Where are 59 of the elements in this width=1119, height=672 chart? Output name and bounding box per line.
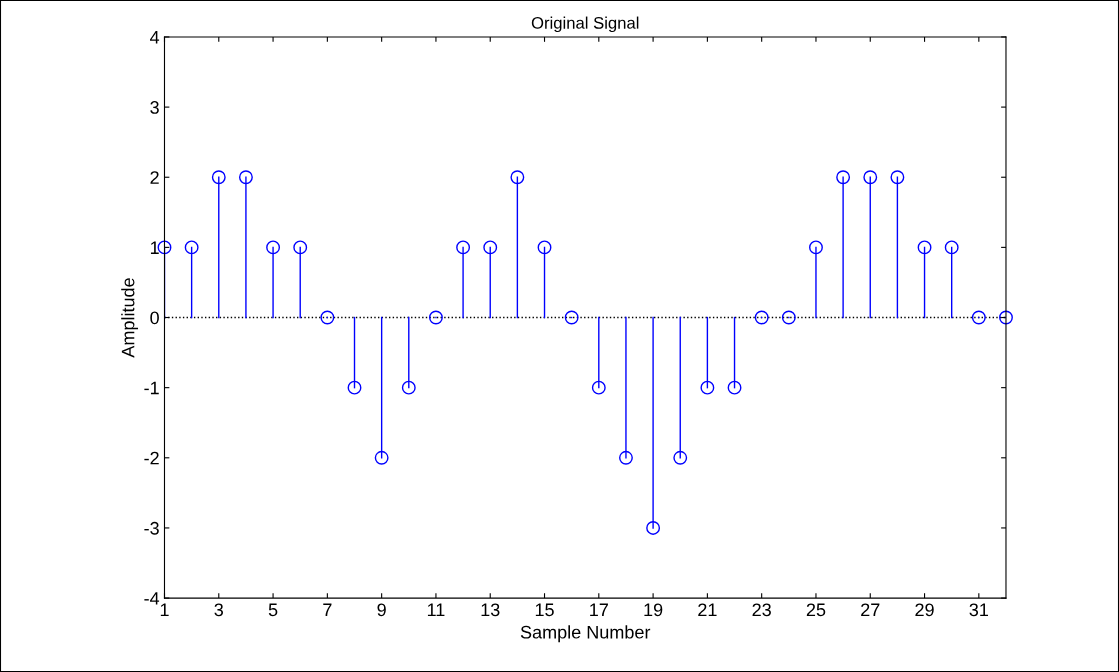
point <box>347 380 362 395</box>
point <box>836 170 851 185</box>
point <box>727 380 742 395</box>
point <box>293 240 308 255</box>
point <box>238 170 253 185</box>
x-tick-label: 11 <box>427 603 445 617</box>
x-tick-label: 13 <box>481 603 500 617</box>
point <box>374 450 389 465</box>
point <box>564 310 579 325</box>
x-tick-label: 5 <box>268 603 278 617</box>
point <box>428 310 443 325</box>
point <box>456 240 471 255</box>
point <box>890 170 905 185</box>
x-tick-label: 15 <box>535 603 554 617</box>
y-tick-label: 2 <box>150 171 159 184</box>
point <box>999 310 1013 325</box>
point <box>917 240 932 255</box>
point <box>591 380 606 395</box>
x-tick-label: 31 <box>969 603 988 617</box>
point <box>700 380 715 395</box>
point <box>537 240 552 255</box>
chart-title: Original Signal <box>531 16 639 33</box>
y-tick-label: 4 <box>150 31 160 44</box>
point <box>510 170 525 185</box>
x-tick-label: 19 <box>644 603 663 617</box>
x-tick-label: 27 <box>861 603 880 617</box>
point <box>673 450 688 465</box>
y-tick-label: -1 <box>144 381 159 395</box>
point <box>619 450 633 465</box>
point <box>646 520 661 535</box>
x-tick-label: 23 <box>752 603 771 617</box>
point <box>754 310 769 325</box>
y-axis-title: Amplitude <box>121 278 139 358</box>
point <box>266 240 281 255</box>
x-tick-label: 17 <box>590 603 608 617</box>
point <box>401 380 416 395</box>
point <box>211 170 226 185</box>
x-tick-label: 3 <box>214 603 224 617</box>
y-tick-label: 3 <box>150 101 159 114</box>
point <box>971 310 986 325</box>
x-tick-label: 1 <box>160 603 169 617</box>
point <box>944 240 959 255</box>
y-tick-label: 0 <box>150 311 159 325</box>
x-tick-label: 25 <box>806 603 826 617</box>
y-tick-label: -4 <box>144 592 160 605</box>
x-tick-label: 7 <box>323 603 332 617</box>
x-tick-label: 9 <box>377 603 386 617</box>
point <box>809 240 823 255</box>
x-tick-label: 29 <box>915 603 934 617</box>
point <box>863 170 878 185</box>
x-axis-title: Sample Number <box>520 625 651 643</box>
y-tick-label: -2 <box>144 451 159 465</box>
point <box>483 240 498 255</box>
point <box>320 310 335 325</box>
point <box>781 310 796 325</box>
x-tick-label: 21 <box>698 603 717 617</box>
y-tick-label: 1 <box>150 241 159 254</box>
point <box>184 240 199 255</box>
y-tick-label: -3 <box>144 521 159 535</box>
